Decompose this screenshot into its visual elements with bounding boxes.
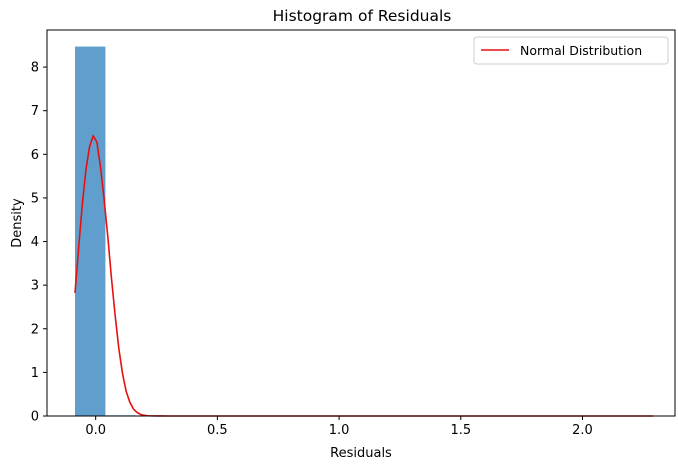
- y-tick-label: 7: [31, 104, 39, 119]
- y-tick-label: 4: [31, 235, 39, 250]
- legend-label-normal-distribution: Normal Distribution: [520, 43, 642, 58]
- legend: Normal Distribution: [473, 36, 669, 65]
- x-tick-label: 1.0: [329, 423, 350, 438]
- y-tick-label: 2: [31, 322, 39, 337]
- x-tick-label: 2.0: [572, 423, 593, 438]
- x-axis-label: Residuals: [330, 446, 392, 461]
- x-tick-label: 0.5: [207, 423, 228, 438]
- x-tick-label: 0.0: [85, 423, 106, 438]
- x-tick-label: 1.5: [450, 423, 471, 438]
- y-axis-label: Density: [10, 198, 25, 248]
- x-axis-ticks: 0.0 0.5 1.0 1.5 2.0: [85, 416, 593, 438]
- plot-frame: [46, 29, 676, 417]
- y-tick-label: 8: [31, 61, 39, 76]
- legend-box: [473, 36, 669, 65]
- y-tick-label: 6: [31, 148, 39, 163]
- y-tick-label: 0: [31, 410, 39, 425]
- y-axis-ticks: 0 1 2 3 4 5 6 7 8: [31, 61, 47, 425]
- y-tick-label: 5: [31, 191, 39, 206]
- chart-title: Histogram of Residuals: [273, 7, 452, 25]
- y-tick-label: 1: [31, 366, 39, 381]
- y-tick-label: 3: [31, 279, 39, 294]
